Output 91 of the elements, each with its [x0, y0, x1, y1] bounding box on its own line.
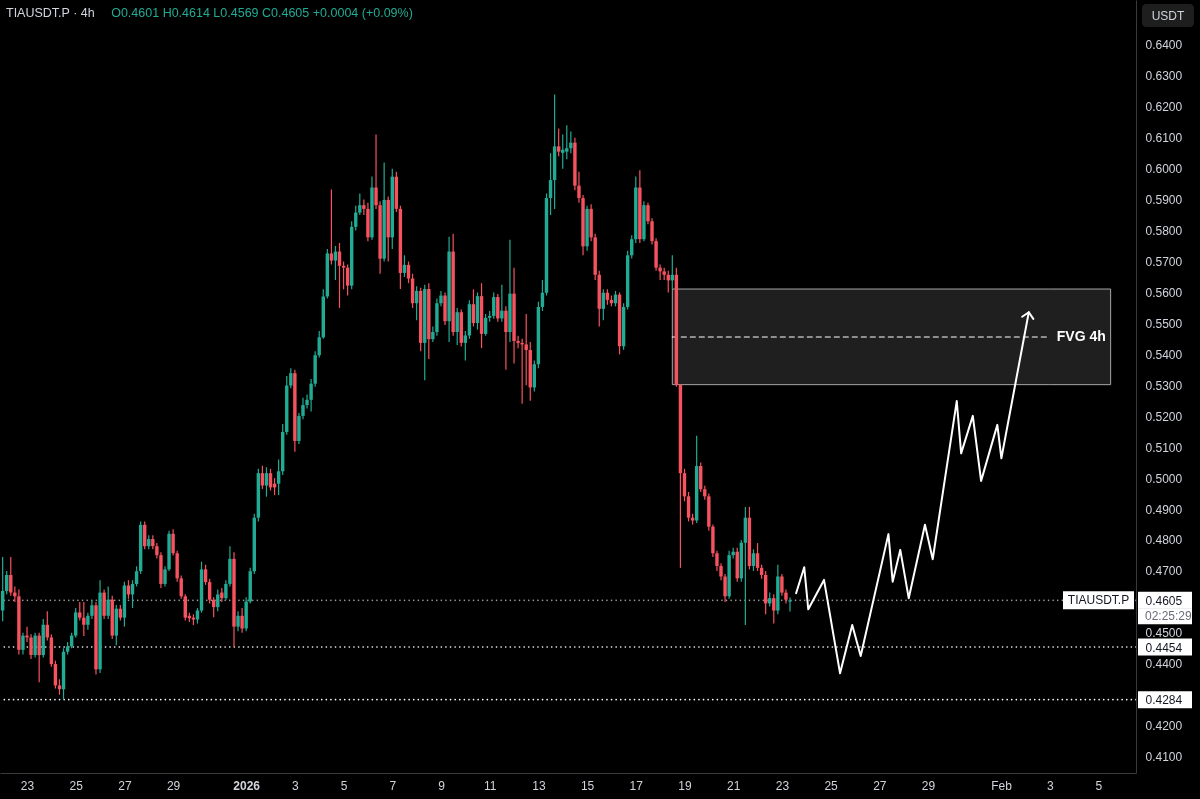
x-tick-label: 17 — [629, 778, 644, 793]
chart-subtitle: O0.4601 H0.4614 L0.4569 C0.4605 +0.0004 (+0.09%) — [111, 6, 413, 20]
x-tick-label: 3 — [292, 778, 300, 793]
y-tick-label: 0.4800 — [1145, 533, 1183, 548]
x-tick-label: 27 — [118, 778, 132, 793]
y-tick-label: 0.6400 — [1145, 38, 1183, 53]
y-tick-label: 0.4100 — [1145, 750, 1183, 765]
x-tick-label: 3 — [1046, 778, 1054, 793]
x-tick-label: 19 — [678, 778, 692, 793]
x-tick-label: 25 — [824, 778, 839, 793]
candlestick — [755, 542, 760, 572]
y-tick-label: 0.6200 — [1145, 100, 1183, 115]
y-tick-label: 0.4900 — [1145, 502, 1183, 517]
x-tick-label: 5 — [340, 778, 348, 793]
x-tick-label: 9 — [438, 778, 446, 793]
candlestick — [500, 284, 504, 323]
candlestick — [0, 556, 5, 622]
y-tick-label: 0.5500 — [1145, 316, 1183, 331]
candlestick — [524, 313, 528, 386]
y-tick-label: 0.5100 — [1145, 440, 1183, 455]
y-tick-label: 0.4400 — [1145, 657, 1183, 672]
x-tick-label: 11 — [483, 778, 497, 793]
candlestick — [751, 548, 756, 572]
x-tick-label: 7 — [389, 778, 397, 793]
x-tick-label: 29 — [166, 778, 181, 793]
y-tick-label: 0.6300 — [1145, 69, 1183, 84]
candlestick — [74, 607, 78, 639]
candlestick — [134, 565, 139, 587]
x-tick-label: 29 — [921, 778, 936, 793]
y-tick-label: 0.5000 — [1145, 471, 1183, 486]
candlestick — [463, 330, 468, 362]
candlestick — [102, 588, 106, 620]
candlestick — [9, 556, 13, 597]
x-tick-label: 13 — [532, 778, 546, 793]
x-tick-label: Feb — [991, 778, 1013, 793]
candlestick — [276, 458, 281, 496]
y-tick-label: 0.4700 — [1145, 564, 1183, 579]
x-tick-label: 15 — [580, 778, 595, 793]
candlestick — [496, 293, 500, 323]
x-tick-label: 23 — [20, 778, 35, 793]
candlestick — [21, 632, 25, 656]
candlestick — [504, 305, 508, 371]
x-tick-label: 27 — [873, 778, 887, 793]
candlestick — [406, 260, 411, 284]
y-tick-label: 0.6100 — [1145, 131, 1183, 146]
y-tick-label: 0.4500 — [1145, 626, 1183, 641]
candlestick — [236, 610, 240, 632]
x-tick-label: 2026 — [233, 778, 261, 793]
candlestick — [788, 596, 792, 613]
candlestick — [260, 465, 265, 490]
x-tick-label: 23 — [775, 778, 790, 793]
candlestick — [329, 188, 334, 266]
candlestick — [772, 593, 776, 625]
y-tick-label: 0.4200 — [1145, 719, 1183, 734]
x-tick-label: 5 — [1095, 778, 1103, 793]
candlestick — [78, 601, 82, 622]
x-tick-label: 21 — [727, 778, 741, 793]
candlestick — [207, 578, 212, 605]
y-tick-label: 0.5800 — [1145, 224, 1183, 239]
candlestick — [341, 260, 346, 290]
candlestick — [183, 593, 187, 622]
y-tick-label: 0.5300 — [1145, 378, 1183, 393]
candlestick — [216, 588, 220, 612]
candlestick — [569, 130, 573, 154]
ref-line-label: TIAUSDT.P — [1067, 593, 1130, 608]
y-tick-label: 0.4284 — [1145, 693, 1183, 708]
y-tick-label: 0.4454 — [1145, 640, 1183, 655]
y-tick-label: 0.4605 — [1145, 593, 1183, 608]
y-tick-label: 0.5900 — [1145, 193, 1183, 208]
y-tick-label: 0.6000 — [1145, 162, 1183, 177]
candlestick — [82, 601, 86, 637]
candlestick — [556, 127, 561, 157]
candlestick — [289, 367, 293, 389]
candlestick — [203, 564, 208, 586]
candlestick — [358, 192, 362, 216]
candlestick — [33, 632, 37, 659]
candlestick — [240, 607, 244, 634]
y-tick-label: 0.5600 — [1145, 285, 1183, 300]
candlestick — [264, 466, 269, 498]
x-tick-label: 25 — [69, 778, 84, 793]
y-tick-label: 0.5400 — [1145, 347, 1183, 362]
y-tick-label: 0.5200 — [1145, 409, 1183, 424]
candlestick — [686, 491, 691, 523]
y-tick-label: 0.5700 — [1145, 254, 1183, 269]
candlestick — [37, 632, 41, 683]
candlestick — [106, 585, 110, 620]
chart-title: TIAUSDT.P · 4h — [6, 6, 95, 20]
text: 02:25:29 — [1145, 609, 1193, 624]
candlestick — [565, 124, 569, 160]
y-axis-title: USDT — [1151, 8, 1185, 23]
series-label: FVG 4h — [1056, 327, 1106, 344]
